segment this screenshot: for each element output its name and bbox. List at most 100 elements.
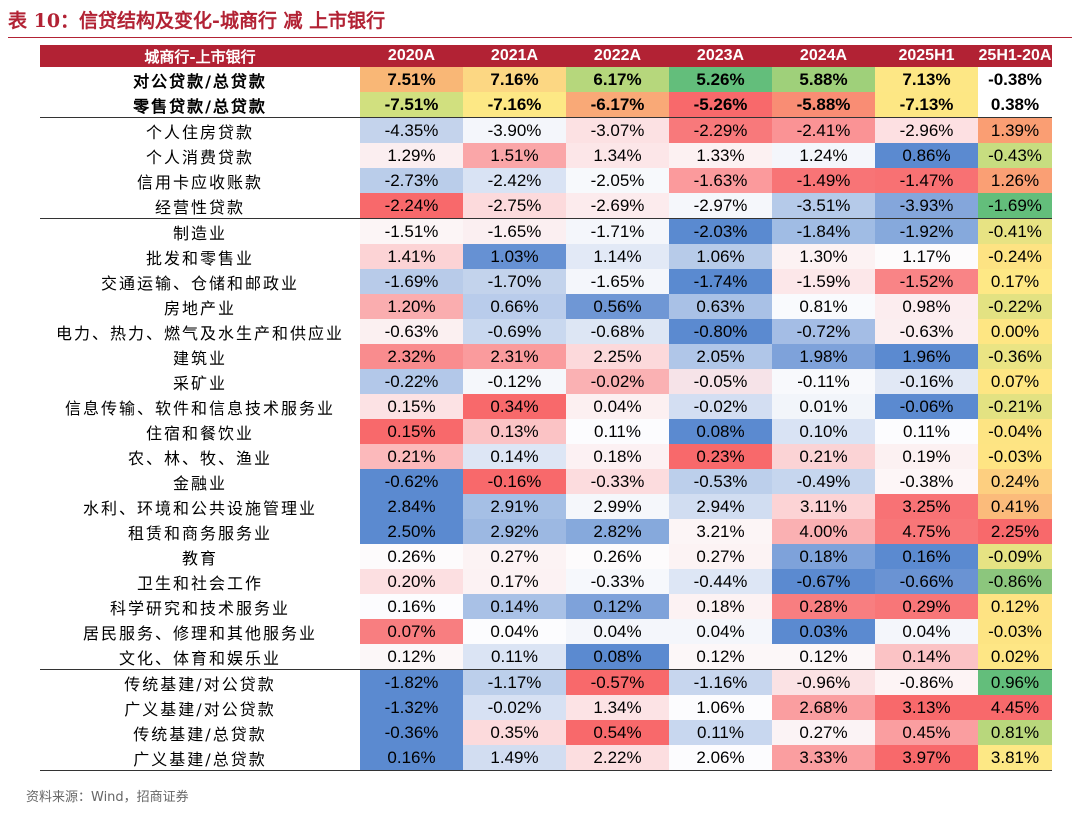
value-cell: 0.14% bbox=[463, 444, 566, 469]
header-cell-2024a: 2024A bbox=[772, 45, 875, 67]
value-cell: -7.16% bbox=[463, 92, 566, 118]
value-cell: -5.26% bbox=[669, 92, 772, 118]
value-cell: 0.12% bbox=[772, 644, 875, 670]
value-cell: -0.05% bbox=[669, 369, 772, 394]
title-divider bbox=[8, 37, 1072, 38]
value-cell: 0.21% bbox=[360, 444, 463, 469]
value-cell: 1.17% bbox=[875, 244, 978, 269]
value-cell: 0.11% bbox=[669, 720, 772, 745]
value-cell: -0.38% bbox=[978, 67, 1052, 92]
value-cell: 0.86% bbox=[875, 143, 978, 168]
value-cell: 2.82% bbox=[566, 519, 669, 544]
value-cell: -0.44% bbox=[669, 569, 772, 594]
row-label: 制造业 bbox=[40, 218, 360, 244]
value-cell: -1.17% bbox=[463, 669, 566, 695]
header-cell-2020a: 2020A bbox=[360, 45, 463, 67]
value-cell: 2.92% bbox=[463, 519, 566, 544]
value-cell: -0.02% bbox=[669, 394, 772, 419]
header-cell-2025h1: 2025H1 bbox=[875, 45, 978, 67]
value-cell: 1.26% bbox=[978, 168, 1052, 193]
value-cell: -1.63% bbox=[669, 168, 772, 193]
value-cell: 2.25% bbox=[566, 344, 669, 369]
value-cell: -0.80% bbox=[669, 319, 772, 344]
value-cell: -0.66% bbox=[875, 569, 978, 594]
table-row: 居民服务、修理和其他服务业 0.07% 0.04% 0.04% 0.04% 0.03% 0.… bbox=[40, 619, 1052, 644]
value-cell: 0.14% bbox=[463, 594, 566, 619]
value-cell: -6.17% bbox=[566, 92, 669, 118]
value-cell: -1.65% bbox=[566, 269, 669, 294]
value-cell: 0.12% bbox=[566, 594, 669, 619]
row-label: 经营性贷款 bbox=[154, 197, 245, 217]
table-row: 水利、环境和公共设施管理业 2.84% 2.91% 2.99% 2.94% 3.11% 3.… bbox=[40, 494, 1052, 519]
row-label: 广义基建/对公贷款 bbox=[124, 699, 276, 719]
value-cell: -0.68% bbox=[566, 319, 669, 344]
value-cell: 3.33% bbox=[772, 745, 875, 771]
value-cell: -0.16% bbox=[875, 369, 978, 394]
value-cell: -0.43% bbox=[978, 143, 1052, 168]
row-label: 居民服务、修理和其他服务业 bbox=[82, 623, 317, 643]
value-cell: -0.09% bbox=[978, 544, 1052, 569]
value-cell: -2.24% bbox=[360, 193, 463, 219]
value-cell: 0.17% bbox=[978, 269, 1052, 294]
value-cell: -7.13% bbox=[875, 92, 978, 118]
value-cell: 0.63% bbox=[669, 294, 772, 319]
value-cell: -1.59% bbox=[772, 269, 875, 294]
value-cell: 0.45% bbox=[875, 720, 978, 745]
value-cell: 4.75% bbox=[875, 519, 978, 544]
value-cell: 3.25% bbox=[875, 494, 978, 519]
table-body: 对公贷款/总贷款 7.51% 7.16% 6.17% 5.26% 5.88% 7.13% -0… bbox=[40, 67, 1052, 771]
value-cell: 0.00% bbox=[978, 319, 1052, 344]
value-cell: 2.32% bbox=[360, 344, 463, 369]
value-cell: 0.15% bbox=[360, 394, 463, 419]
value-cell: 0.56% bbox=[566, 294, 669, 319]
table-row: 教育 0.26% 0.27% 0.26% 0.27% 0.18% 0.16% -0.09% bbox=[40, 544, 1052, 569]
value-cell: -0.38% bbox=[875, 469, 978, 494]
value-cell: -0.86% bbox=[978, 569, 1052, 594]
table-row: 批发和零售业 1.41% 1.03% 1.14% 1.06% 1.30% 1.17% -0.2… bbox=[40, 244, 1052, 269]
value-cell: 0.04% bbox=[669, 619, 772, 644]
value-cell: -0.33% bbox=[566, 469, 669, 494]
table-row: 经营性贷款 -2.24% -2.75% -2.69% -2.97% -3.51% -3.93… bbox=[40, 193, 1052, 219]
value-cell: 1.51% bbox=[463, 143, 566, 168]
table-row: 采矿业 -0.22% -0.12% -0.02% -0.05% -0.11% -0.16% 0… bbox=[40, 369, 1052, 394]
value-cell: 1.39% bbox=[978, 117, 1052, 143]
value-cell: -0.72% bbox=[772, 319, 875, 344]
value-cell: 7.16% bbox=[463, 67, 566, 92]
value-cell: -3.51% bbox=[772, 193, 875, 219]
value-cell: 0.26% bbox=[360, 544, 463, 569]
row-label: 住宿和餐饮业 bbox=[145, 423, 254, 443]
value-cell: 0.11% bbox=[463, 644, 566, 670]
value-cell: 0.24% bbox=[978, 469, 1052, 494]
value-cell: -0.03% bbox=[978, 619, 1052, 644]
value-cell: 1.49% bbox=[463, 745, 566, 771]
row-label: 电力、热力、燃气及水生产和供应业 bbox=[55, 323, 344, 343]
value-cell: -0.36% bbox=[360, 720, 463, 745]
row-label: 房地产业 bbox=[163, 298, 236, 318]
value-cell: 0.34% bbox=[463, 394, 566, 419]
value-cell: -0.02% bbox=[566, 369, 669, 394]
value-cell: 2.68% bbox=[772, 695, 875, 720]
value-cell: 1.98% bbox=[772, 344, 875, 369]
value-cell: 2.31% bbox=[463, 344, 566, 369]
value-cell: -5.88% bbox=[772, 92, 875, 118]
value-cell: 0.04% bbox=[463, 619, 566, 644]
source-note: 资料来源：Wind，招商证券 bbox=[26, 790, 189, 805]
value-cell: -1.47% bbox=[875, 168, 978, 193]
value-cell: -0.33% bbox=[566, 569, 669, 594]
value-cell: -1.69% bbox=[978, 193, 1052, 219]
value-cell: -0.86% bbox=[875, 669, 978, 695]
value-cell: -0.49% bbox=[772, 469, 875, 494]
value-cell: -3.90% bbox=[463, 117, 566, 143]
value-cell: 1.30% bbox=[772, 244, 875, 269]
value-cell: 0.18% bbox=[566, 444, 669, 469]
row-label: 传统基建/对公贷款 bbox=[40, 669, 360, 695]
row-label: 信息传输、软件和信息技术服务业 bbox=[64, 398, 335, 418]
row-label: 零售贷款/总贷款 bbox=[133, 96, 267, 116]
value-cell: 3.11% bbox=[772, 494, 875, 519]
value-cell: 1.34% bbox=[566, 143, 669, 168]
table-row: 信用卡应收账款 -2.73% -2.42% -2.05% -1.63% -1.49% -1.… bbox=[40, 168, 1052, 193]
value-cell: -0.36% bbox=[978, 344, 1052, 369]
table-row: 文化、体育和娱乐业 0.12% 0.11% 0.08% 0.12% 0.12% 0.14% 0… bbox=[40, 644, 1052, 670]
table-row: 卫生和社会工作 0.20% 0.17% -0.33% -0.44% -0.67% -0.66… bbox=[40, 569, 1052, 594]
value-cell: 0.21% bbox=[772, 444, 875, 469]
